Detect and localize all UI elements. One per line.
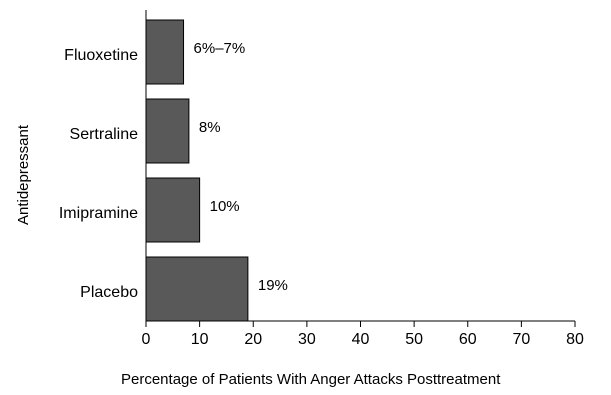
y-tick-label-imipramine: Imipramine <box>59 205 138 222</box>
bars <box>145 19 249 322</box>
x-tick-label-60: 60 <box>459 331 477 348</box>
data-labels: 6%–7% 8% 10% 19% <box>194 40 288 294</box>
x-tick-label-30: 30 <box>298 331 316 348</box>
bar-fluoxetine <box>145 19 185 85</box>
x-tick-label-10: 10 <box>191 331 209 348</box>
bar-sertraline <box>145 98 190 164</box>
data-label-sertraline: 8% <box>199 119 221 136</box>
x-tick-label-80: 80 <box>566 331 584 348</box>
x-ticks: 0 10 20 30 40 50 60 70 80 <box>142 321 584 348</box>
x-tick-label-20: 20 <box>244 331 262 348</box>
y-tick-label-fluoxetine: Fluoxetine <box>64 47 138 64</box>
bar-imipramine <box>145 177 201 243</box>
y-tick-label-placebo: Placebo <box>80 284 138 301</box>
y-ticks: Fluoxetine Sertraline Imipramine Placebo <box>59 47 138 301</box>
x-axis-title: Percentage of Patients With Anger Attack… <box>121 371 501 388</box>
y-axis-title: Antidepressant <box>15 124 32 225</box>
y-tick-label-sertraline: Sertraline <box>70 126 139 143</box>
data-label-imipramine: 10% <box>210 198 240 215</box>
data-label-placebo: 19% <box>258 277 288 294</box>
data-label-fluoxetine: 6%–7% <box>194 40 246 57</box>
x-tick-label-50: 50 <box>405 331 423 348</box>
x-tick-label-70: 70 <box>512 331 530 348</box>
x-tick-label-40: 40 <box>352 331 370 348</box>
bar-placebo <box>145 256 249 322</box>
x-tick-label-0: 0 <box>142 331 151 348</box>
